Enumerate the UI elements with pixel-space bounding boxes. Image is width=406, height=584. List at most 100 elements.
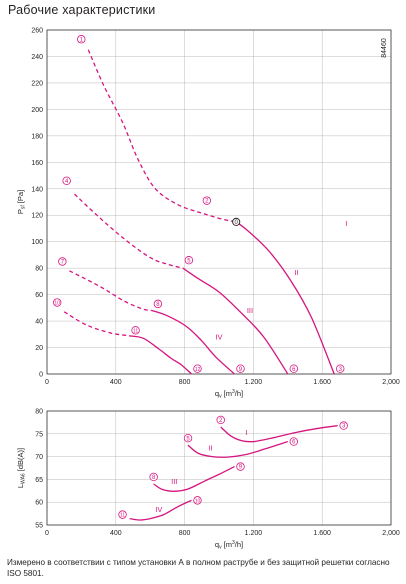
series-IV-name: IV	[215, 333, 222, 342]
series-IV-line	[129, 335, 192, 375]
marker-7-circle	[58, 257, 67, 266]
marker-10-circle	[193, 496, 202, 505]
marker-10-label: 10	[54, 301, 60, 307]
page-title: Рабочие характеристики	[8, 3, 156, 17]
marker-12-label: 12	[195, 367, 201, 373]
drawing-id-label: 84460	[381, 38, 388, 58]
y-tick-label: 120	[31, 213, 43, 220]
marker-2-label: 2	[205, 199, 209, 205]
x-tick-label: 1.200	[245, 530, 263, 537]
x-tick-label: 2,000	[382, 379, 400, 386]
x-tick-label: 1.200	[245, 379, 263, 386]
y-tick-label: 75	[35, 431, 43, 438]
series-II-name: II	[208, 444, 212, 453]
marker-3-label: 3	[342, 424, 346, 430]
y-tick-label: 55	[35, 523, 43, 530]
marker-6-label: 6	[292, 367, 296, 373]
marker-8-circle	[149, 472, 158, 482]
x-tick-label: 400	[110, 530, 122, 537]
y-tick-label: 80	[35, 266, 43, 273]
series-IV-name: IV	[155, 505, 162, 514]
marker-9-circle	[236, 364, 245, 373]
series-III-line	[151, 309, 235, 375]
x-tick-label: 800	[179, 379, 191, 386]
marker-11-circle	[118, 510, 127, 519]
y-tick-label: 100	[31, 239, 43, 246]
pressure-chart: 0 400 800 1.200 1.600 2,000020406080100120140…	[16, 28, 400, 400]
series-I-name: I	[345, 219, 347, 228]
marker-1-label: 1	[80, 37, 84, 43]
x-tick-label: 1.600	[313, 530, 331, 537]
operating-point-label: 0	[235, 220, 239, 226]
series-IV-line	[129, 499, 192, 521]
y-tick-label: 220	[31, 80, 43, 87]
series-I-name: I	[245, 428, 247, 437]
series-II-line	[187, 440, 288, 458]
y-tick-label: 240	[31, 54, 43, 61]
marker-3-circle	[336, 364, 345, 373]
marker-5-circle	[184, 256, 194, 265]
plot-frame	[46, 29, 392, 375]
series-I-line	[235, 221, 335, 375]
marker-11-label: 11	[133, 328, 138, 334]
x-axis-label: qv [m3/h]	[215, 540, 243, 551]
series-III-name: III	[171, 477, 177, 486]
series-III-name: III	[247, 306, 253, 315]
marker-8-label: 8	[156, 302, 160, 308]
marker-3-label: 3	[339, 367, 343, 373]
marker-4-label: 4	[65, 179, 69, 185]
series-I-line	[220, 424, 338, 443]
marker-6-label: 6	[292, 440, 296, 446]
y-tick-label: 70	[35, 454, 43, 461]
y-tick-label: 60	[35, 292, 43, 299]
operating-point-circle	[232, 217, 241, 226]
marker-2-circle	[202, 196, 212, 205]
series-II-line	[182, 267, 289, 375]
series-I-dashed-line	[87, 49, 237, 223]
marker-10-label: 10	[195, 498, 201, 504]
series-III-dashed-line	[69, 270, 152, 312]
series-III-line	[153, 466, 235, 492]
footnote: Измерено в соответствии с типом установк…	[7, 558, 390, 578]
marker-7-label: 7	[61, 260, 65, 266]
y-tick-label: 180	[31, 133, 43, 140]
y-tick-label: 65	[35, 477, 43, 484]
y-axis-label: LWA6 [dB(A)]	[16, 448, 27, 488]
marker-9-label: 9	[239, 367, 243, 373]
x-tick-label: 800	[179, 530, 191, 537]
marker-5-circle	[183, 434, 193, 443]
marker-11-circle	[131, 326, 140, 335]
y-tick-label: 140	[31, 186, 43, 193]
plot-frame	[46, 410, 392, 526]
x-tick-label: 0	[45, 530, 49, 537]
marker-9-label: 9	[239, 465, 243, 471]
marker-2-circle	[216, 415, 225, 425]
series-IV-dashed-line	[63, 311, 131, 337]
marker-10-circle	[53, 298, 62, 307]
y-tick-label: 260	[31, 28, 43, 35]
marker-5-label: 5	[187, 258, 191, 264]
marker-1-circle	[77, 35, 86, 44]
marker-6-circle	[289, 364, 298, 373]
y-tick-label: 0	[39, 372, 43, 379]
marker-8-circle	[153, 299, 163, 309]
y-tick-label: 20	[35, 345, 43, 352]
marker-3-circle	[339, 421, 348, 430]
x-axis-label: qv [m3/h]	[215, 389, 243, 400]
x-tick-label: 1.600	[313, 379, 331, 386]
series-II-dashed-line	[74, 193, 184, 269]
y-tick-label: 80	[35, 409, 43, 416]
y-axis-label: Psf [Pa]	[16, 190, 27, 214]
y-tick-label: 160	[31, 160, 43, 167]
marker-4-circle	[62, 176, 71, 185]
x-tick-label: 400	[110, 379, 122, 386]
marker-12-circle	[193, 364, 202, 373]
marker-6-circle	[289, 437, 298, 446]
marker-9-circle	[236, 462, 245, 471]
y-tick-label: 60	[35, 500, 43, 507]
x-tick-label: 0	[45, 379, 49, 386]
marker-2-label: 2	[219, 418, 223, 424]
marker-5-label: 5	[186, 436, 190, 442]
y-tick-label: 40	[35, 319, 43, 326]
